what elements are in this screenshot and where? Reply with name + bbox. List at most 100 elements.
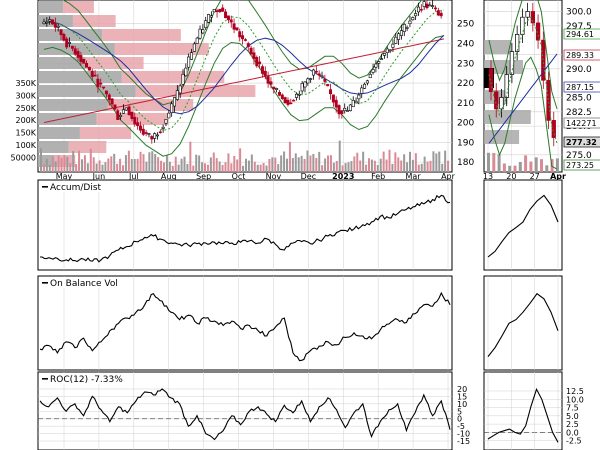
volume-bar <box>256 164 259 172</box>
volume-bar <box>157 157 160 172</box>
candle-body <box>275 88 279 90</box>
volume-bar <box>347 162 350 172</box>
volume-bar <box>370 159 373 172</box>
volume-bar <box>259 164 262 172</box>
on-balance-vol-inset-frame <box>483 275 563 371</box>
candle-body <box>329 89 333 95</box>
candle-body <box>374 63 378 68</box>
candle-body <box>269 81 273 85</box>
volume-bar <box>116 163 119 172</box>
month-tick-label: Dec <box>301 172 316 181</box>
candle-body <box>263 70 267 77</box>
volume-bar <box>119 158 122 172</box>
inset-value-badge <box>563 117 600 129</box>
candle-body <box>363 83 367 89</box>
volume-bar <box>151 151 154 172</box>
volume-bar <box>318 151 321 172</box>
volume-bar <box>353 156 356 172</box>
inset-candle-body <box>541 39 546 81</box>
candle-body <box>224 11 228 19</box>
volume-bar <box>420 163 423 172</box>
inset-volume-bar <box>540 159 543 172</box>
volume-bar <box>183 156 186 172</box>
candle-body <box>309 78 313 80</box>
candle-body <box>411 17 415 21</box>
candle-body <box>258 61 262 65</box>
volume-bar <box>379 158 382 172</box>
inset-candle-body <box>509 51 515 75</box>
inset-candle-body <box>551 120 556 138</box>
candle-body <box>48 19 52 22</box>
accum-dist-line <box>40 194 451 263</box>
volume-bar <box>66 157 69 172</box>
candle-body <box>226 15 230 21</box>
roc-tick-label: -10 <box>457 430 470 439</box>
candle-body <box>73 48 77 55</box>
volume-bar <box>130 158 133 172</box>
candle-body <box>326 84 330 87</box>
volume-bar <box>406 162 409 172</box>
volume-bar <box>344 163 347 172</box>
volume-by-price-bar <box>38 29 103 41</box>
candle-body <box>204 20 208 28</box>
inset-value-label: 287.15 <box>566 83 594 92</box>
candle-body <box>306 78 310 84</box>
candle-body <box>241 35 245 40</box>
candle-body <box>312 69 316 76</box>
month-tick-label: 2023 <box>332 172 354 181</box>
volume-by-price-bar <box>68 141 107 153</box>
inset-volume-bar <box>524 155 528 172</box>
candle-body <box>190 52 194 60</box>
volume-bar <box>148 152 151 172</box>
volume-bar <box>368 158 370 172</box>
candle-body <box>221 7 225 12</box>
volume-bar <box>280 155 283 172</box>
candle-body <box>414 13 418 17</box>
volume-bar <box>362 151 365 172</box>
candle-body <box>138 125 142 131</box>
volume-bar <box>204 163 206 172</box>
candle-body <box>277 91 281 96</box>
candle-body <box>158 131 162 134</box>
candle-body <box>371 69 375 73</box>
candle-body <box>121 109 125 114</box>
on-balance-vol-inset-line <box>487 292 559 357</box>
price-tick-label: 210 <box>457 99 474 109</box>
sma-mid-line <box>43 21 445 115</box>
volume-bar <box>283 151 286 172</box>
volume-by-price-bar <box>102 29 181 41</box>
candle-body <box>408 20 412 25</box>
price-tick-label: 240 <box>457 39 474 49</box>
candle-body <box>102 86 106 89</box>
volume-bar <box>341 165 344 172</box>
roc-inset-line <box>487 387 559 443</box>
candle-body <box>235 27 239 31</box>
inset-candle-body <box>494 91 499 110</box>
inset-price-tick-label: 275.0 <box>566 151 592 161</box>
volume-bar <box>42 164 45 172</box>
volume-by-price-bar <box>114 43 209 55</box>
candle-body <box>243 39 247 41</box>
inset-price-tick-label: 300.0 <box>566 7 592 17</box>
volume-bar <box>309 155 312 172</box>
inset-date-tick-label: Apr <box>550 172 566 181</box>
inset-value-label: 294.61 <box>566 30 594 39</box>
candle-body <box>42 21 46 25</box>
roc-tick-label: 10 <box>457 400 467 409</box>
inset-price-tick-label: 282.5 <box>566 108 592 118</box>
volume-bar <box>359 160 362 172</box>
volume-bar <box>391 163 394 172</box>
on-balance-vol-title-bg <box>40 277 128 288</box>
roc-tick-label: 5 <box>457 407 462 416</box>
volume-bar <box>324 158 327 172</box>
candle-body <box>399 30 403 36</box>
volume-bar <box>277 164 280 172</box>
sma-short-line <box>43 9 445 132</box>
volume-by-price-bar <box>38 113 97 125</box>
volume-bar <box>165 155 168 172</box>
volume-by-price-bar <box>96 113 169 125</box>
volume-bar <box>186 163 189 172</box>
volume-bar <box>60 158 63 172</box>
volume-tick-label: 100K <box>15 141 36 150</box>
candle-body <box>354 100 358 104</box>
